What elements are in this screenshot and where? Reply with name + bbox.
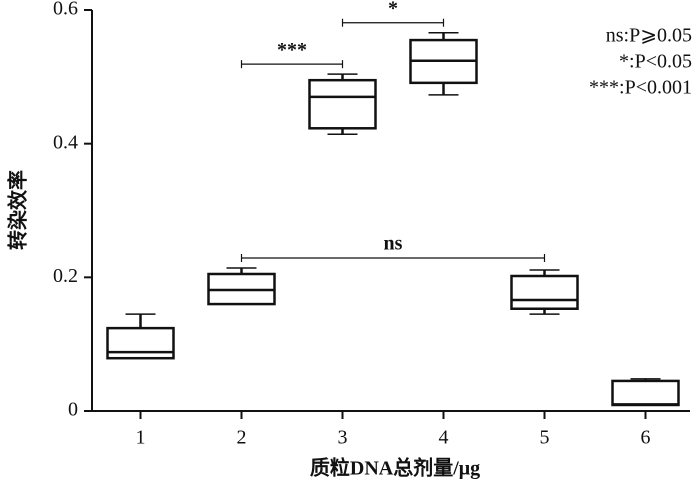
y-tick-label: 0.6 <box>53 0 78 20</box>
y-tick-label: 0 <box>68 399 78 421</box>
significance-label: *** <box>277 39 307 61</box>
significance-label: * <box>388 0 398 19</box>
legend-text: ns:P⩾0.05 <box>606 25 692 47</box>
box <box>106 326 175 360</box>
x-tick-label: 1 <box>136 427 146 449</box>
x-tick-label: 4 <box>439 427 449 449</box>
legend-text: ***:P<0.001 <box>589 77 692 99</box>
significance-label: ns <box>384 233 403 255</box>
y-tick-label: 0.4 <box>53 131 78 153</box>
box <box>308 78 377 130</box>
x-tick-label: 2 <box>237 427 247 449</box>
x-tick-label: 6 <box>641 427 651 449</box>
y-tick-label: 0.2 <box>53 265 78 287</box>
box <box>611 379 680 407</box>
x-tick-label: 3 <box>338 427 348 449</box>
x-tick-label: 5 <box>540 427 550 449</box>
y-axis-label: 转染效率 <box>6 170 30 250</box>
box <box>510 274 579 310</box>
x-axis-label: 质粒DNA总剂量/μg <box>310 456 480 480</box>
legend-text: *:P<0.05 <box>619 51 692 73</box>
